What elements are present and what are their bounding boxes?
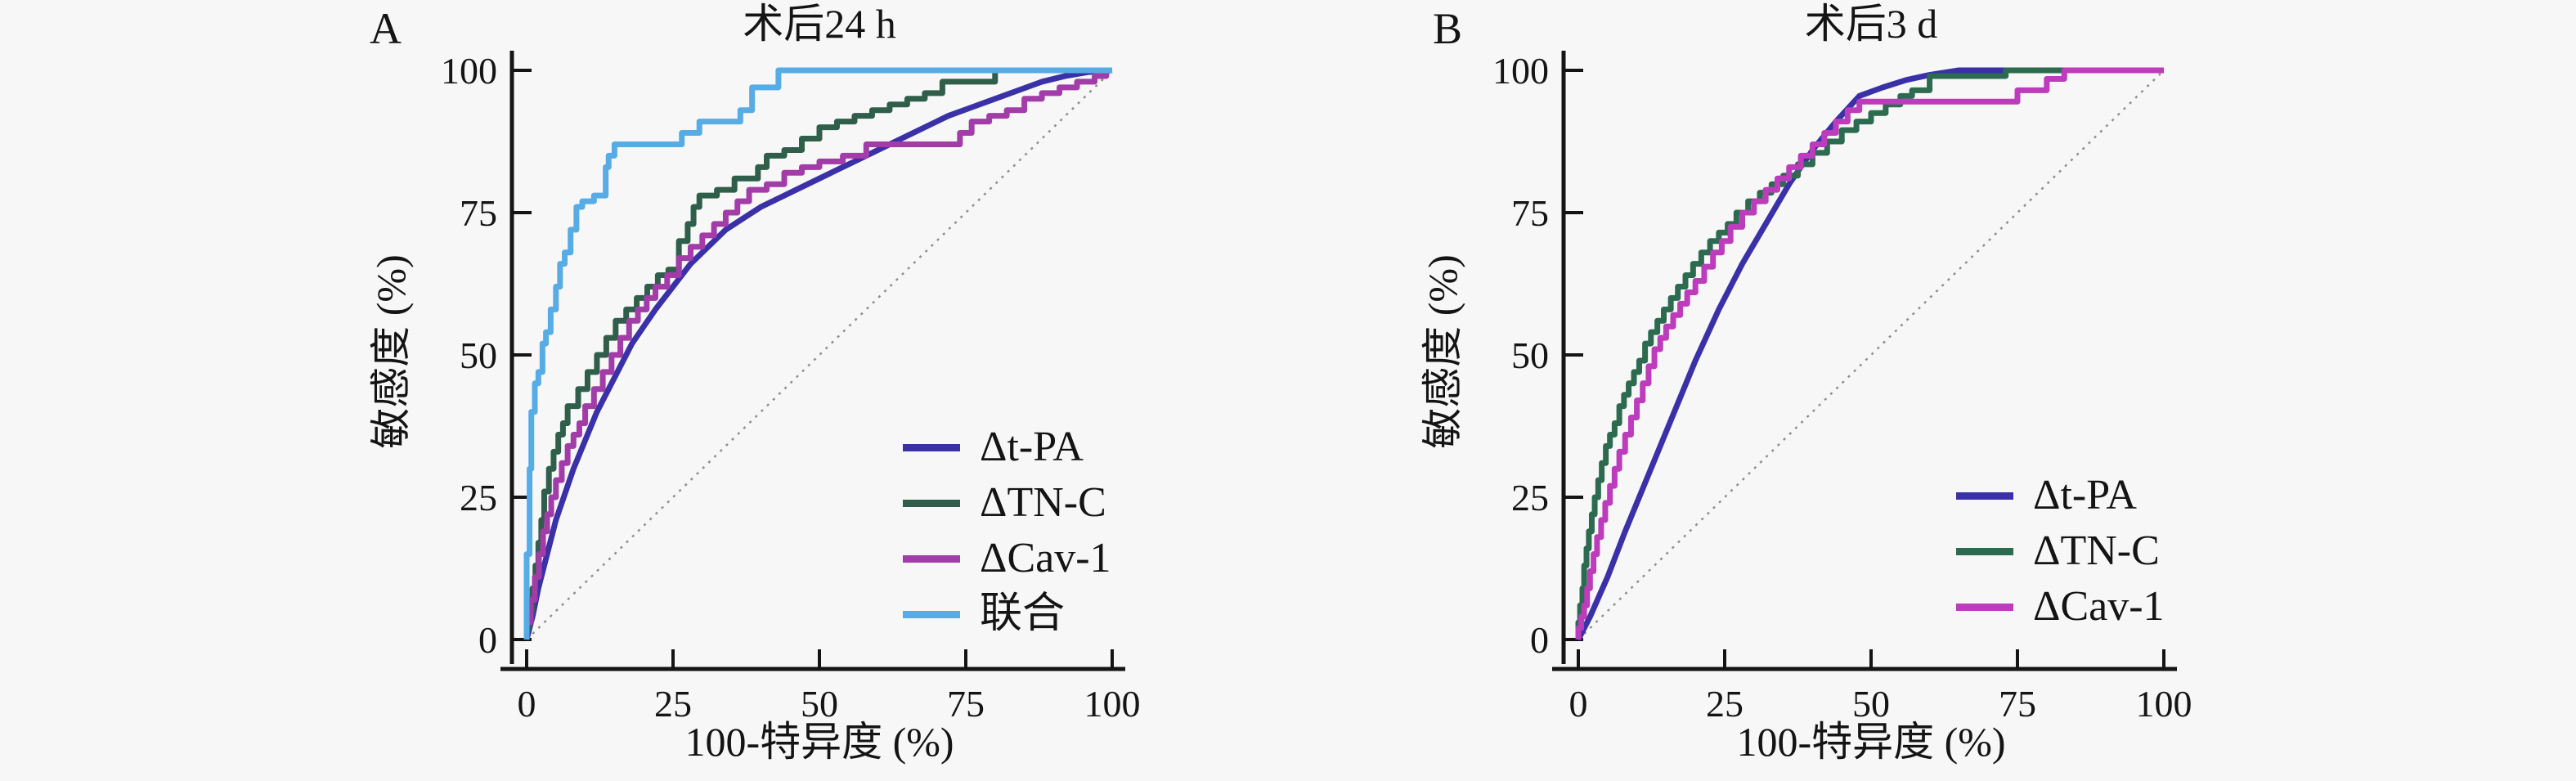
panel-b-legend-item-tnc: ΔTN-C [1956,523,2165,579]
panel-a-legend-label-cav1: ΔCav-1 [980,535,1111,581]
panel-a-legend-item-lianhe: 联合 [903,586,1111,642]
panel-b-legend-label-tnc: ΔTN-C [2033,527,2160,574]
panel-b-legend-label-cav1: ΔCav-1 [2033,583,2165,630]
panel-a-roc-curve-lianhe [523,67,1112,640]
panel-b-roc-curve-tpa [1575,67,2164,641]
panel-b-x-tick-label: 50 [1852,683,1890,725]
panel-a-y-tick-label: 50 [460,334,497,376]
panel-a-legend-item-tpa: Δt-PA [903,420,1111,475]
panel-b-roc-curve-tnc [1575,67,2164,640]
panel-b-reference-diagonal [1577,70,2165,640]
panel-b-legend-line-swatch-tnc [1956,547,2013,555]
panel-a-x-tick-label: 0 [518,683,536,725]
panel-b-y-axis-label: 敏感度 (%) [1420,254,1465,449]
panel-a-x-tick-label: 25 [654,683,692,725]
panel-a-y-tick-label: 75 [460,192,497,234]
panel-b-x-tick-label: 25 [1706,683,1744,725]
panel-b-y-tick-label: 50 [1511,334,1549,376]
panel-a-roc-curve-tpa [523,67,1113,640]
panel-a-x-tick-label: 100 [1084,683,1141,725]
panel-a-legend-label-tnc: ΔTN-C [980,479,1106,526]
panel-a-legend-line-swatch-cav1 [903,554,960,563]
panel-b-x-axis-label: 100-特异度 (%) [1736,719,2006,765]
panel-b-legend-item-cav1: ΔCav-1 [1956,579,2165,635]
panel-a-y-tick-label: 25 [460,477,497,518]
panel-b-x-tick-label: 0 [1569,683,1588,725]
panel-b-legend-line-swatch-tpa [1956,491,2013,500]
panel-a-roc-curve-tnc [523,67,1112,640]
panel-a-y-axis-label: 敏感度 (%) [368,254,414,449]
panel-b-y-tick-label: 0 [1530,619,1549,661]
panel-a-letter: A [370,4,402,53]
panel-b-y-tick-label: 75 [1511,192,1549,234]
panel-b-roc-curve-cav1 [1575,67,2164,640]
panel-a-legend-label-lianhe: 联合 [980,590,1066,637]
panel-a-legend-label-tpa: Δt-PA [980,424,1084,470]
panel-a-x-axis-label: 100-特异度 (%) [684,719,954,765]
panel-a-legend-item-cav1: ΔCav-1 [903,531,1111,586]
panel-a-reference-diagonal [526,70,1113,640]
panel-a-legend-line-swatch-tpa [903,443,960,451]
panel-a-legend-item-tnc: ΔTN-C [903,475,1111,531]
panel-b-legend-line-swatch-cav1 [1956,603,2013,611]
panel-b-title: 术后3 d [1804,1,1938,47]
panel-a-x-tick-label: 75 [947,683,985,725]
panel-b-legend-item-tpa: Δt-PA [1956,468,2165,523]
panel-b-legend-label-tpa: Δt-PA [2033,472,2137,518]
panel-a-legend-line-swatch-tnc [903,499,960,507]
panel-a-x-tick-label: 50 [801,683,838,725]
panel-a-legend: Δt-PA ΔTN-C ΔCav-1 联合 [903,420,1111,642]
panel-a-legend-line-swatch-lianhe [903,610,960,618]
panel-b-x-tick-label: 75 [1999,683,2036,725]
panel-b-y-tick-label: 25 [1511,477,1549,518]
panel-b-letter: B [1433,4,1464,53]
panel-b-x-tick-label: 100 [2136,683,2192,725]
panel-a-y-tick-label: 100 [441,50,497,92]
panel-a-title: 术后24 h [743,1,896,47]
panel-b-legend: Δt-PA ΔTN-C ΔCav-1 [1956,468,2165,635]
panel-a-y-tick-label: 0 [478,619,497,661]
panel-b-y-tick-label: 100 [1492,50,1549,92]
panel-a-roc-curve-cav1 [523,67,1112,640]
